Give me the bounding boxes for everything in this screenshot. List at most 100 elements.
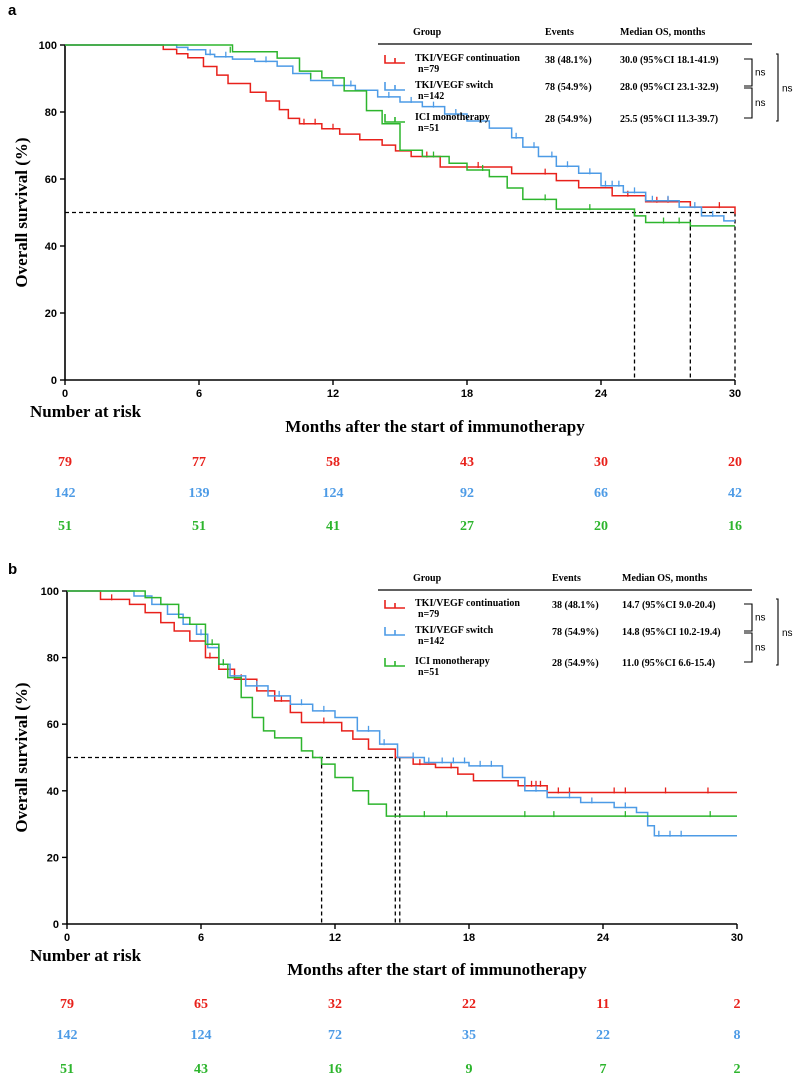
legend-median-switch: 14.8 (95%CI 10.2-19.4) <box>622 627 721 638</box>
risk-table-header: Number at risk <box>30 402 142 421</box>
risk-value-ici: 51 <box>192 519 206 534</box>
risk-value-continuation: 32 <box>328 997 342 1012</box>
risk-value-continuation: 58 <box>326 455 340 470</box>
legend-symbol-continuation <box>384 55 405 64</box>
y-tick-label: 60 <box>47 719 59 731</box>
risk-value-switch: 35 <box>462 1028 476 1043</box>
legend-median-continuation: 14.7 (95%CI 9.0-20.4) <box>622 600 716 611</box>
x-tick-label: 0 <box>64 932 70 944</box>
risk-value-ici: 43 <box>194 1062 208 1077</box>
risk-value-ici: 41 <box>326 519 340 534</box>
legend-symbol-switch <box>384 627 405 636</box>
legend-name-ici: ICI monotherapy <box>415 112 490 123</box>
km-curve-continuation <box>65 44 736 215</box>
risk-value-continuation: 20 <box>728 455 742 470</box>
x-tick-label: 6 <box>196 388 202 400</box>
legend-events-switch: 78 (54.9%) <box>552 627 599 638</box>
risk-value-switch: 8 <box>734 1028 741 1043</box>
legend-name-continuation: TKI/VEGF continuation <box>415 598 520 609</box>
risk-value-continuation: 43 <box>460 455 474 470</box>
legend-symbol-ici <box>384 658 405 667</box>
sig-bracket-1 <box>744 58 753 87</box>
x-tick-label: 18 <box>461 388 473 400</box>
risk-value-ici: 16 <box>728 519 742 534</box>
y-tick-label: 80 <box>45 107 57 119</box>
risk-value-continuation: 79 <box>60 997 74 1012</box>
y-tick-label: 100 <box>39 40 57 52</box>
legend-n-ici: n=51 <box>418 123 439 134</box>
risk-value-continuation: 2 <box>734 997 741 1012</box>
legend-n-switch: n=142 <box>418 636 444 647</box>
risk-value-switch: 92 <box>460 486 474 501</box>
legend-events-continuation: 38 (48.1%) <box>552 600 599 611</box>
y-tick-label: 40 <box>45 241 57 253</box>
legend-events-ici: 28 (54.9%) <box>545 114 592 125</box>
y-tick-label: 40 <box>47 786 59 798</box>
legend-name-continuation: TKI/VEGF continuation <box>415 53 520 64</box>
panel-letter: b <box>8 561 17 578</box>
y-tick-label: 0 <box>51 375 57 387</box>
risk-value-ici: 2 <box>734 1062 741 1077</box>
y-axis-label: Overall survival (%) <box>12 682 31 832</box>
legend-median-ici: 11.0 (95%CI 6.6-15.4) <box>622 658 715 669</box>
km-panel-a: a 0 20 40 60 80 100 0 6 12 18 24 30 Overall survival … <box>8 2 793 534</box>
x-tick-label: 12 <box>329 932 341 944</box>
y-axis-label: Overall survival (%) <box>12 137 31 287</box>
legend-name-switch: TKI/VEGF switch <box>415 80 494 91</box>
risk-value-ici: 51 <box>60 1062 74 1077</box>
sig-bracket-2 <box>744 87 753 119</box>
legend-header-events: Events <box>545 27 574 38</box>
legend-n-switch: n=142 <box>418 91 444 102</box>
legend-events-continuation: 38 (48.1%) <box>545 55 592 66</box>
sig-label: ns <box>782 84 793 95</box>
risk-value-ici: 7 <box>600 1062 607 1077</box>
x-axis-label: Months after the start of immunotherapy <box>287 960 587 979</box>
sig-bracket-1 <box>744 603 753 632</box>
risk-value-continuation: 77 <box>192 455 206 470</box>
panel-letter: a <box>8 2 17 19</box>
sig-bracket-2 <box>744 632 753 663</box>
legend-events-ici: 28 (54.9%) <box>552 658 599 669</box>
km-curve-ici <box>67 590 737 817</box>
y-tick-label: 80 <box>47 653 59 665</box>
risk-value-continuation: 65 <box>194 997 208 1012</box>
sig-label: ns <box>755 68 766 79</box>
y-tick-label: 60 <box>45 174 57 186</box>
y-tick-label: 20 <box>45 308 57 320</box>
legend-median-continuation: 30.0 (95%CI 18.1-41.9) <box>620 55 719 66</box>
risk-value-switch: 42 <box>728 486 742 501</box>
km-curve-ici <box>65 44 735 227</box>
sig-label: ns <box>782 628 793 639</box>
x-tick-label: 24 <box>597 932 610 944</box>
risk-value-switch: 22 <box>596 1028 610 1043</box>
legend-header-events: Events <box>552 573 581 584</box>
legend-header-group: Group <box>413 573 442 584</box>
y-tick-label: 20 <box>47 852 59 864</box>
y-tick-label: 100 <box>41 586 59 598</box>
risk-value-ici: 9 <box>466 1062 473 1077</box>
legend-median-switch: 28.0 (95%CI 23.1-32.9) <box>620 82 719 93</box>
legend-symbol-continuation <box>384 600 405 609</box>
km-curve-continuation <box>67 590 737 794</box>
legend-symbol-switch <box>384 82 405 91</box>
legend-median-ici: 25.5 (95%CI 11.3-39.7) <box>620 114 718 125</box>
risk-value-ici: 20 <box>594 519 608 534</box>
x-axis-label: Months after the start of immunotherapy <box>285 417 585 436</box>
x-tick-label: 18 <box>463 932 475 944</box>
legend-header-median: Median OS, months <box>620 27 705 38</box>
risk-value-continuation: 79 <box>58 455 72 470</box>
risk-value-switch: 124 <box>191 1028 212 1043</box>
legend-symbol-ici <box>384 114 405 123</box>
risk-value-continuation: 11 <box>596 997 609 1012</box>
risk-value-ici: 27 <box>460 519 474 534</box>
km-panel-b: b 0 20 40 60 80 100 0 6 12 18 24 30 Overall survival … <box>8 561 793 1077</box>
legend-events-switch: 78 (54.9%) <box>545 82 592 93</box>
legend-n-ici: n=51 <box>418 667 439 678</box>
sig-label: ns <box>755 643 766 654</box>
sig-label: ns <box>755 98 766 109</box>
x-tick-label: 30 <box>729 388 741 400</box>
sig-bracket-outer <box>776 53 779 122</box>
risk-value-switch: 66 <box>594 486 608 501</box>
x-tick-label: 0 <box>62 388 68 400</box>
